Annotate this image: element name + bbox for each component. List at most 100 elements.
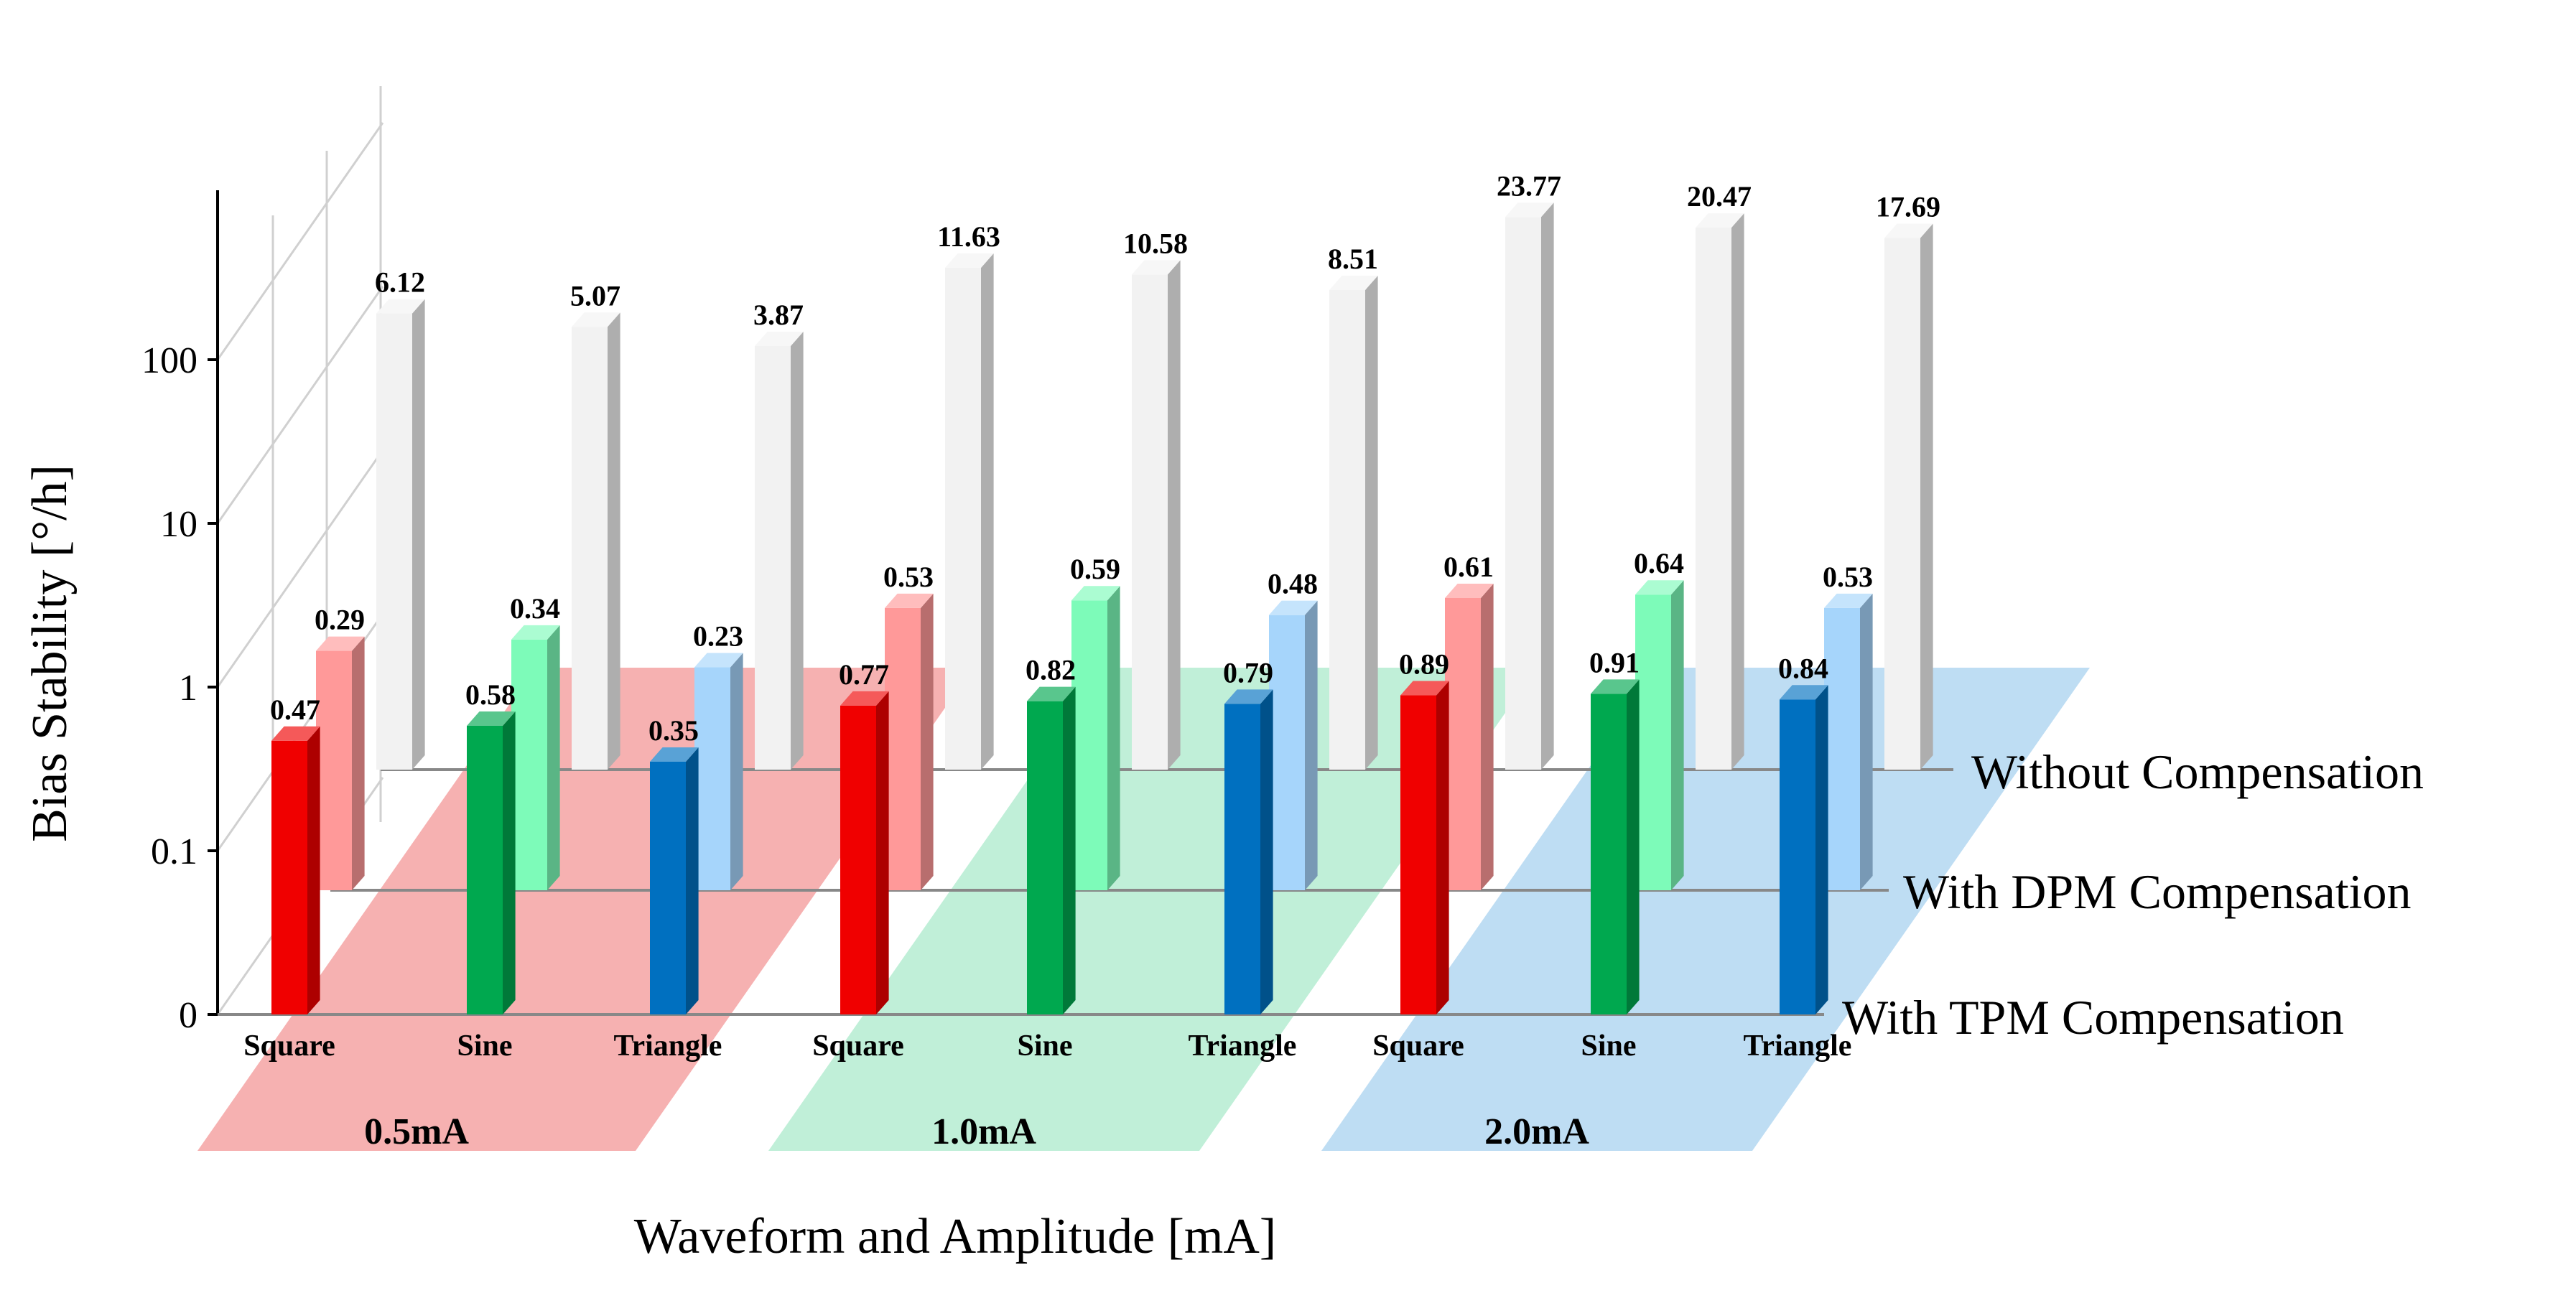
value-label: 0.89	[1399, 648, 1449, 681]
value-label: 0.47	[270, 694, 320, 726]
bar-front	[694, 667, 730, 890]
value-label: 0.91	[1589, 646, 1640, 678]
bar-front	[1027, 701, 1063, 1014]
category-label: Sine	[457, 1030, 512, 1063]
bar-top	[755, 332, 804, 347]
floor-1.0mA	[768, 668, 1537, 1151]
category-label: Triangle	[614, 1030, 722, 1063]
bar-front	[376, 313, 412, 770]
bar-front	[840, 705, 876, 1014]
bar-top	[1269, 600, 1318, 615]
bar-side	[1731, 213, 1744, 770]
series-label-2: Without Compensation	[1971, 744, 2424, 799]
value-label: 0.29	[315, 604, 365, 636]
bar-front	[945, 268, 981, 770]
bar-top	[1071, 586, 1120, 601]
value-label: 0.53	[883, 561, 934, 593]
bar-1-0	[316, 636, 365, 890]
bar-top	[316, 636, 365, 651]
bar-front	[1824, 607, 1860, 890]
bar-front	[1071, 600, 1107, 890]
grid-diagonal	[216, 122, 384, 360]
value-label: 8.51	[1328, 243, 1378, 275]
series-label-0: With TPM Compensation	[1842, 990, 2344, 1045]
bar-top	[1224, 689, 1273, 704]
value-label: 0.23	[693, 620, 743, 653]
bar-0-3	[840, 691, 889, 1014]
bar-front	[467, 725, 503, 1014]
bar-front	[755, 346, 791, 770]
bar-side	[1168, 260, 1181, 770]
bar-top	[1027, 686, 1076, 701]
value-label: 0.61	[1443, 551, 1494, 583]
y-tick-label: 10	[160, 504, 197, 545]
value-label: 20.47	[1687, 180, 1752, 213]
bar-front	[1591, 694, 1627, 1014]
bar-top	[650, 747, 699, 762]
bar-2-7	[1696, 213, 1744, 770]
labels-layer: 0.5mA 1.0mA 2.0mA 0 0.1 1 10 100 With TPM Compen…	[141, 169, 2424, 1152]
value-label: 0.48	[1268, 568, 1318, 600]
bar-1-3	[885, 593, 934, 890]
bar-front	[316, 650, 352, 890]
bar-2-6	[1505, 202, 1554, 770]
bar-1-5	[1269, 600, 1318, 890]
bar-side	[608, 312, 620, 770]
bar-top	[1329, 275, 1378, 290]
bar-top	[694, 653, 743, 668]
category-label: Square	[812, 1030, 904, 1063]
bar-top	[376, 299, 425, 314]
bar-side	[503, 711, 516, 1014]
bar-0-8	[1780, 685, 1828, 1014]
value-label: 0.84	[1778, 652, 1828, 684]
group-label-2.0mA: 2.0mA	[1484, 1111, 1589, 1152]
bar-side	[1627, 679, 1640, 1014]
group-label-1.0mA: 1.0mA	[931, 1111, 1036, 1152]
bar-front	[1505, 217, 1541, 770]
y-tick-label: 1	[179, 668, 197, 709]
bar-side	[1671, 580, 1684, 890]
bar-1-8	[1824, 593, 1873, 890]
bar-front	[1780, 699, 1815, 1014]
bar-2-8	[1884, 223, 1933, 770]
value-label: 6.12	[375, 266, 425, 299]
bar-side	[412, 299, 425, 770]
bar-top	[1824, 593, 1873, 608]
bar-side	[307, 726, 320, 1014]
bar-0-2	[650, 747, 699, 1014]
value-label: 0.59	[1070, 553, 1120, 585]
bar-1-1	[511, 625, 560, 890]
category-label: Sine	[1017, 1030, 1072, 1063]
floor-2.0mA	[1321, 668, 2090, 1151]
category-label: Triangle	[1189, 1030, 1297, 1063]
bar-0-0	[271, 726, 320, 1014]
value-label: 5.07	[570, 279, 620, 312]
bar-top	[271, 726, 320, 741]
bar-front	[1269, 615, 1305, 890]
bar-top	[1445, 583, 1494, 598]
bar-1-4	[1071, 586, 1120, 890]
value-label: 0.35	[648, 714, 699, 747]
value-label: 0.79	[1223, 656, 1273, 688]
bar-0-4	[1027, 686, 1076, 1014]
bar-side	[791, 332, 804, 770]
bar-1-7	[1635, 580, 1684, 890]
bar-side	[1063, 686, 1076, 1014]
bar-2-4	[1132, 260, 1181, 770]
bar-top	[1780, 685, 1828, 700]
bar-front	[1329, 289, 1365, 770]
group-label-0.5mA: 0.5mA	[364, 1111, 469, 1152]
bar-side	[686, 747, 699, 1014]
category-label: Sine	[1581, 1030, 1636, 1063]
bar-top	[1400, 681, 1449, 696]
bar-top	[511, 625, 560, 640]
value-label: 3.87	[753, 299, 804, 331]
bar-0-6	[1400, 681, 1449, 1014]
bar-top	[1696, 213, 1744, 228]
bar-front	[1400, 695, 1436, 1014]
value-label: 0.53	[1823, 561, 1873, 593]
bar-top	[885, 593, 934, 608]
bar-front	[650, 761, 686, 1014]
bar-top	[1635, 580, 1684, 595]
bar-1-6	[1445, 583, 1494, 890]
